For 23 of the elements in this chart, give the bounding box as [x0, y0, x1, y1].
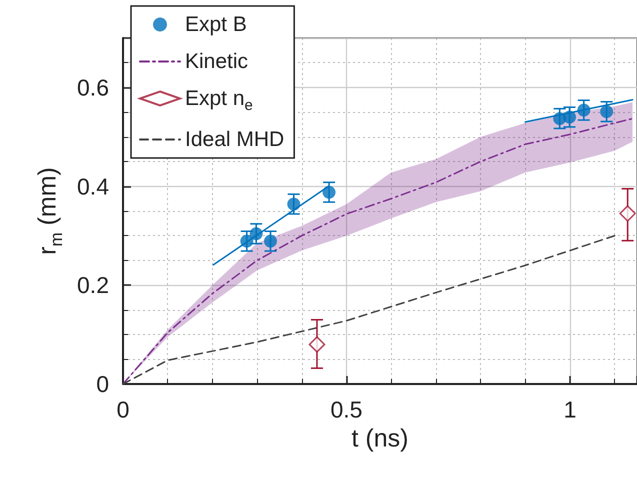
point: [600, 105, 614, 118]
point: [287, 198, 300, 211]
point: [250, 227, 263, 240]
x-tick-label: 1: [564, 396, 576, 422]
point: [619, 205, 636, 222]
y-tick-label: 0.4: [77, 173, 110, 200]
x-tick-label: 0.5: [330, 396, 362, 422]
point: [308, 336, 326, 353]
legend-label: Ideal MHD: [185, 128, 284, 151]
legend-label: Expt B: [185, 13, 247, 36]
point: [577, 104, 590, 117]
legend-label: Kinetic: [185, 50, 248, 73]
line-series: [122, 234, 616, 385]
y-tick-label: 0: [96, 371, 109, 397]
x-axis-title: t (ns): [352, 424, 408, 452]
y-tick-label: 0.6: [77, 74, 109, 100]
point: [240, 234, 254, 248]
y-axis-title: rm (mm): [34, 167, 66, 255]
y-tick-label: 0.2: [77, 272, 109, 298]
point: [563, 110, 576, 124]
point: [264, 234, 277, 248]
x-tick-label: 0: [116, 396, 130, 422]
point: [322, 186, 336, 199]
